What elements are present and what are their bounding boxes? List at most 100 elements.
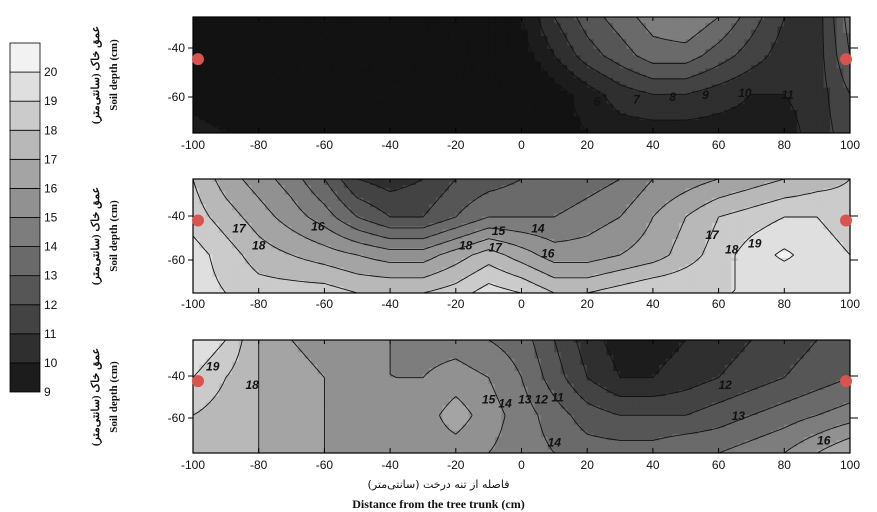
- contour-cell: [455, 52, 463, 56]
- contour-cell: [777, 65, 785, 69]
- contour-cell: [435, 65, 443, 69]
- contour-cell: [540, 185, 549, 189]
- contour-cell: [724, 61, 733, 66]
- contour-cell: [317, 17, 325, 21]
- contour-cell: [494, 52, 503, 56]
- contour-cell: [698, 74, 706, 79]
- contour-cell: [264, 204, 273, 208]
- contour-cell: [232, 29, 240, 34]
- contour-cell: [521, 90, 529, 95]
- contour-cell: [626, 113, 634, 118]
- contour-cell: [304, 200, 312, 205]
- contour-cell: [843, 200, 850, 205]
- contour-cell: [829, 113, 838, 118]
- contour-cell: [238, 110, 246, 114]
- contour-cell: [711, 216, 719, 221]
- contour-cell: [626, 87, 634, 92]
- contour-cell: [468, 29, 476, 34]
- contour-cell: [494, 65, 503, 69]
- contour-cell: [278, 87, 286, 92]
- contour-cell: [580, 23, 588, 27]
- contour-cell: [547, 90, 555, 95]
- contour-cell: [803, 181, 811, 186]
- contour-cell: [330, 58, 338, 63]
- contour-cell: [304, 119, 312, 124]
- contour-cell: [396, 191, 404, 196]
- contour-cell: [685, 94, 693, 98]
- contour-cell: [245, 126, 253, 131]
- contour-cell: [514, 32, 522, 37]
- contour-cell: [310, 110, 319, 114]
- contour-cell: [422, 197, 430, 202]
- contour-cell: [613, 45, 621, 50]
- contour-cell: [705, 71, 713, 76]
- contour-cell: [462, 39, 470, 44]
- contour-cell: [632, 126, 641, 131]
- contour-cell: [304, 71, 312, 76]
- contour-cell: [784, 55, 792, 60]
- contour-cell: [843, 110, 850, 114]
- contour-cell: [429, 179, 437, 183]
- contour-cell: [705, 197, 713, 202]
- contour-cell: [823, 48, 831, 53]
- contour-cell: [797, 207, 805, 211]
- contour-cell: [429, 68, 437, 73]
- contour-cell: [245, 55, 253, 60]
- contour-cell: [613, 191, 621, 196]
- contour-cell: [297, 129, 305, 133]
- contour-cell: [751, 42, 759, 47]
- contour-cell: [225, 188, 233, 192]
- contour-cell: [218, 97, 227, 102]
- contour-cell: [724, 87, 733, 92]
- contour-cell: [317, 113, 325, 118]
- contour-cell: [402, 216, 411, 221]
- contour-cell: [264, 216, 273, 221]
- contour-cell: [278, 61, 286, 66]
- contour-cell: [731, 207, 739, 211]
- contour-cell: [205, 216, 214, 221]
- contour-cell: [310, 113, 319, 118]
- contour-cell: [232, 119, 240, 124]
- contour-cell: [646, 210, 654, 215]
- contour-cell: [409, 188, 417, 192]
- contour-cell: [843, 106, 850, 111]
- contour-cell: [600, 129, 608, 133]
- contour-cell: [823, 204, 831, 208]
- contour-cell: [218, 210, 227, 215]
- contour-cell: [264, 210, 273, 215]
- contour-cell: [567, 29, 575, 34]
- contour-cell: [626, 181, 634, 186]
- contour-cell: [481, 200, 489, 205]
- contour-cell: [429, 194, 437, 199]
- contour-cell: [816, 207, 825, 211]
- contour-cell: [416, 29, 424, 34]
- contour-cell: [685, 39, 693, 44]
- contour-cell: [337, 77, 345, 82]
- contour-cell: [514, 48, 522, 53]
- contour-cell: [396, 210, 404, 215]
- contour-cell: [790, 29, 798, 34]
- contour-cell: [790, 185, 798, 189]
- contour-cell: [409, 210, 417, 215]
- contour-cell: [784, 216, 792, 221]
- contour-cell: [291, 97, 299, 102]
- contour-cell: [356, 129, 365, 133]
- contour-cell: [718, 181, 726, 186]
- contour-cell: [534, 106, 542, 111]
- contour-cell: [501, 26, 509, 31]
- contour-cell: [310, 36, 319, 40]
- contour-cell: [724, 52, 733, 56]
- contour-cell: [199, 71, 207, 76]
- contour-cell: [744, 36, 752, 40]
- contour-cell: [534, 19, 542, 24]
- contour-cell: [343, 200, 351, 205]
- contour-cell: [462, 23, 470, 27]
- contour-cell: [304, 179, 312, 183]
- contour-cell: [488, 71, 496, 76]
- contour-cell: [238, 42, 246, 47]
- contour-cell: [245, 68, 253, 73]
- contour-cell: [383, 29, 391, 34]
- contour-cell: [396, 45, 404, 50]
- contour-cell: [540, 210, 549, 215]
- contour-cell: [251, 200, 259, 205]
